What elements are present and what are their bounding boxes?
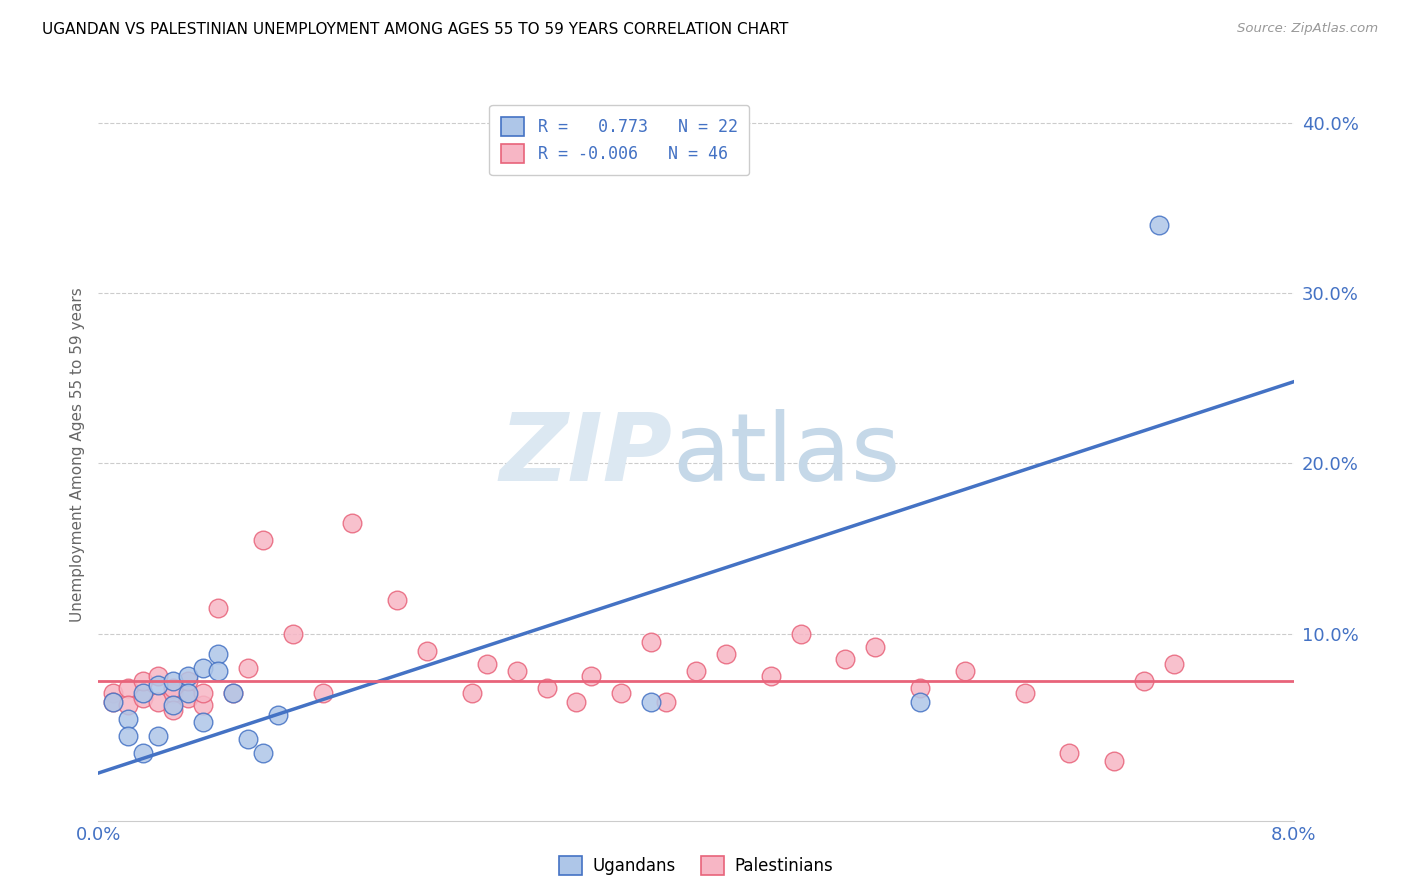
Point [1014, 686, 1036, 700]
Point [177, 669, 200, 683]
Point [908, 681, 931, 695]
Point [177, 686, 200, 700]
Point [640, 635, 662, 649]
Point [117, 698, 139, 712]
Point [610, 686, 633, 700]
Point [416, 643, 439, 657]
Point [117, 729, 139, 743]
Point [162, 674, 184, 689]
Point [191, 686, 214, 700]
Point [148, 669, 170, 683]
Point [191, 714, 214, 729]
Point [132, 691, 155, 706]
Point [177, 674, 200, 689]
Point [863, 640, 886, 654]
Point [342, 516, 364, 530]
Point [162, 703, 184, 717]
Point [385, 592, 409, 607]
Text: atlas: atlas [672, 409, 900, 501]
Point [177, 691, 200, 706]
Point [207, 647, 229, 661]
Point [565, 695, 588, 709]
Point [117, 712, 139, 726]
Point [536, 681, 558, 695]
Y-axis label: Unemployment Among Ages 55 to 59 years: Unemployment Among Ages 55 to 59 years [69, 287, 84, 623]
Point [191, 660, 214, 674]
Point [148, 677, 170, 691]
Point [103, 695, 125, 709]
Point [640, 695, 662, 709]
Point [655, 695, 678, 709]
Point [1059, 746, 1081, 760]
Point [475, 657, 498, 672]
Point [506, 664, 529, 678]
Text: ZIP: ZIP [499, 409, 672, 501]
Point [236, 660, 259, 674]
Point [191, 698, 214, 712]
Point [953, 664, 976, 678]
Point [281, 626, 304, 640]
Point [148, 695, 170, 709]
Point [222, 686, 245, 700]
Point [207, 601, 229, 615]
Text: Source: ZipAtlas.com: Source: ZipAtlas.com [1237, 22, 1378, 36]
Point [685, 664, 707, 678]
Legend: Ugandans, Palestinians: Ugandans, Palestinians [553, 849, 839, 882]
Point [759, 669, 782, 683]
Point [162, 686, 184, 700]
Point [148, 729, 170, 743]
Point [236, 731, 259, 746]
Point [311, 686, 333, 700]
Point [162, 681, 184, 695]
Point [1133, 674, 1156, 689]
Text: UGANDAN VS PALESTINIAN UNEMPLOYMENT AMONG AGES 55 TO 59 YEARS CORRELATION CHART: UGANDAN VS PALESTINIAN UNEMPLOYMENT AMON… [42, 22, 789, 37]
Point [222, 686, 245, 700]
Point [103, 695, 125, 709]
Point [1147, 219, 1170, 233]
Point [252, 746, 274, 760]
Point [162, 698, 184, 712]
Point [461, 686, 484, 700]
Point [207, 664, 229, 678]
Point [714, 647, 737, 661]
Point [132, 746, 155, 760]
Point [789, 626, 811, 640]
Point [1102, 754, 1125, 768]
Point [132, 686, 155, 700]
Point [103, 686, 125, 700]
Point [132, 674, 155, 689]
Point [908, 695, 931, 709]
Point [581, 669, 603, 683]
Point [252, 533, 274, 547]
Point [267, 708, 290, 723]
Point [834, 652, 856, 666]
Point [1163, 657, 1185, 672]
Point [117, 681, 139, 695]
